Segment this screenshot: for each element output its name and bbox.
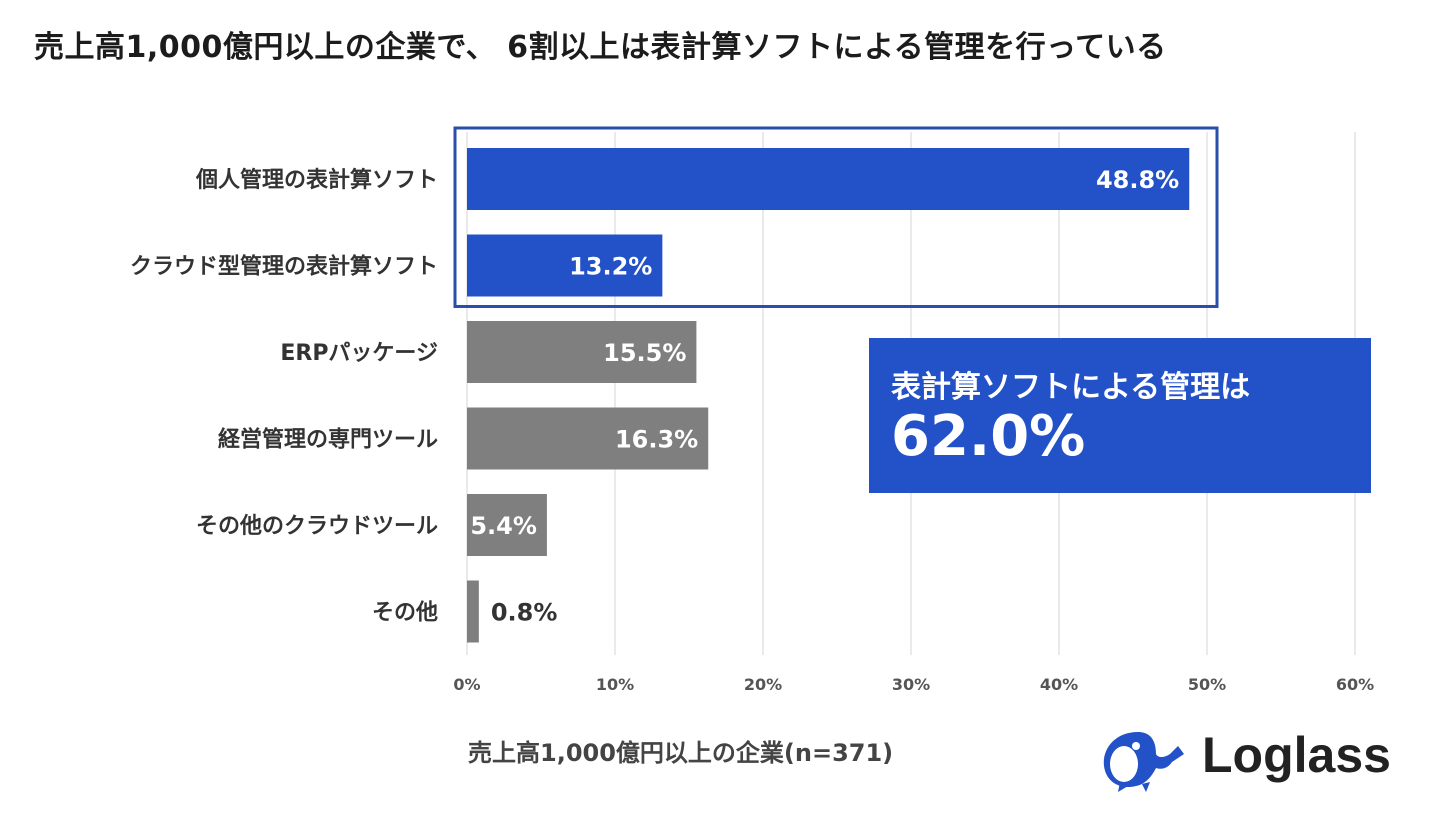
bar-value-label: 48.8%: [1096, 166, 1179, 194]
category-label: ERPパッケージ: [280, 341, 438, 366]
x-tick-label: 10%: [596, 675, 634, 694]
x-tick-label: 50%: [1188, 675, 1226, 694]
x-tick-label: 40%: [1040, 675, 1078, 694]
logo-wordmark: Loglass: [1202, 727, 1391, 783]
bar-value-label: 5.4%: [470, 512, 537, 540]
whale-icon: [1103, 732, 1184, 792]
bar: [467, 234, 663, 297]
bar: [467, 580, 479, 643]
annotation-text: 表計算ソフトによる管理は: [891, 370, 1251, 405]
chart-title: 売上高1,000億円以上の企業で、 6割以上は表計算ソフトによる管理を行っている: [34, 30, 1167, 65]
bar: [467, 494, 547, 556]
loglass-logo: Loglass: [1098, 724, 1418, 794]
bar-value-label: 15.5%: [603, 339, 686, 367]
annotation-value: 62.0%: [891, 404, 1086, 469]
bar: [467, 321, 697, 383]
highlight-frame: [453, 126, 1219, 308]
x-tick-label: 60%: [1336, 675, 1374, 694]
x-tick-label: 30%: [892, 675, 930, 694]
category-label: その他のクラウドツール: [196, 514, 438, 539]
bars: 48.8% 13.2% 15.5% 16.3% 5.4% 0.8%: [467, 148, 1190, 643]
bar: [467, 148, 1190, 210]
bar-value-label: 13.2%: [569, 253, 652, 281]
category-label: 経営管理の専門ツール: [218, 427, 438, 453]
x-axis-label: 売上高1,000億円以上の企業(n=371): [468, 739, 894, 767]
bar-value-label: 16.3%: [615, 426, 698, 454]
category-label: クラウド型管理の表計算ソフト: [130, 254, 438, 280]
category-label: 個人管理の表計算ソフト: [195, 167, 438, 193]
category-label: その他: [372, 601, 438, 626]
bar-value-label: 0.8%: [491, 599, 558, 627]
x-tick-labels: 0% 10% 20% 30% 40% 50% 60%: [453, 675, 1374, 694]
annotation-box: 表計算ソフトによる管理は 62.0%: [869, 338, 1371, 493]
x-tick-label: 0%: [453, 675, 480, 694]
bar: [467, 407, 709, 470]
x-tick-label: 20%: [744, 675, 782, 694]
